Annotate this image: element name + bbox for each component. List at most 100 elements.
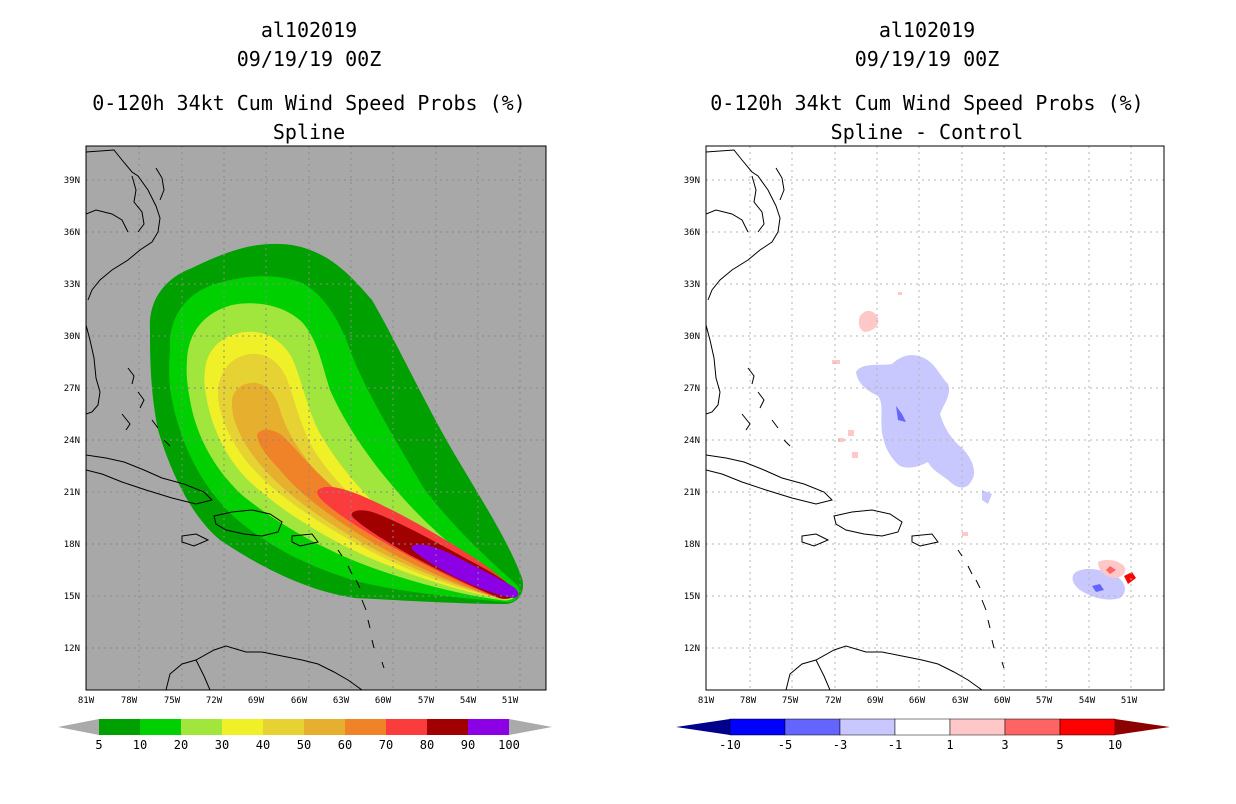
lon-tick-label: 66W xyxy=(291,696,308,706)
right-datetime: 09/19/19 00Z xyxy=(855,47,1000,71)
right-title: 0-120h 34kt Cum Wind Speed Probs (%) xyxy=(710,91,1143,115)
colorbar-label: 3 xyxy=(1001,738,1008,752)
lon-tick-label: 81W xyxy=(698,696,715,706)
lon-tick-label: 75W xyxy=(164,696,181,706)
colorbar-label: 1 xyxy=(946,738,953,752)
lon-tick-label: 69W xyxy=(248,696,265,706)
lon-tick-label: 54W xyxy=(1079,696,1096,706)
lon-tick-label: 72W xyxy=(206,696,223,706)
lon-tick-label: 57W xyxy=(418,696,435,706)
colorbar-swatch xyxy=(1005,719,1060,735)
lon-tick-label: 63W xyxy=(952,696,969,706)
left-map: 39N 36N 33N 30N 27N 24N 21N 18N 15N 12N … xyxy=(64,146,546,706)
lon-tick-label: 78W xyxy=(740,696,757,706)
lat-tick-label: 27N xyxy=(684,384,700,394)
lat-tick-label: 12N xyxy=(684,644,700,654)
colorbar-label: 10 xyxy=(133,738,147,752)
lat-tick-label: 18N xyxy=(64,540,80,550)
colorbar-label: 5 xyxy=(1056,738,1063,752)
right-map: 39N 36N 33N 30N 27N 24N 21N 18N 15N 12N … xyxy=(684,146,1164,706)
lon-tick-label: 54W xyxy=(460,696,477,706)
colorbar-label: 20 xyxy=(174,738,188,752)
colorbar-label: 100 xyxy=(498,738,520,752)
lat-tick-label: 33N xyxy=(64,280,80,290)
colorbar-swatch xyxy=(386,719,427,735)
left-panel: al102019 09/19/19 00Z 0-120h 34kt Cum Wi… xyxy=(58,18,552,752)
right-lon-ticks: 81W 78W 75W 72W 69W 66W 63W 60W 57W 54W … xyxy=(698,696,1138,706)
left-subtitle: Spline xyxy=(273,120,345,144)
left-datetime: 09/19/19 00Z xyxy=(237,47,382,71)
lat-tick-label: 36N xyxy=(684,228,700,238)
right-lat-ticks: 39N 36N 33N 30N 27N 24N 21N 18N 15N 12N xyxy=(684,176,700,654)
lon-tick-label: 57W xyxy=(1036,696,1053,706)
lon-tick-label: 75W xyxy=(782,696,799,706)
colorbar-labels: -10 -5 -3 -1 1 3 5 10 xyxy=(719,738,1122,752)
lon-tick-label: 60W xyxy=(994,696,1011,706)
lat-tick-label: 39N xyxy=(684,176,700,186)
lat-tick-label: 30N xyxy=(64,332,80,342)
colorbar-swatch xyxy=(785,719,840,735)
colorbar-swatch xyxy=(345,719,386,735)
colorbar-swatch xyxy=(730,719,785,735)
left-title: 0-120h 34kt Cum Wind Speed Probs (%) xyxy=(92,91,525,115)
left-lat-ticks: 39N 36N 33N 30N 27N 24N 21N 18N 15N 12N xyxy=(64,176,80,654)
lat-tick-label: 24N xyxy=(684,436,700,446)
colorbar-label: 60 xyxy=(338,738,352,752)
colorbar-label: 80 xyxy=(420,738,434,752)
colorbar-label: 5 xyxy=(95,738,102,752)
colorbar-swatch xyxy=(99,719,140,735)
lat-tick-label: 36N xyxy=(64,228,80,238)
lat-tick-label: 21N xyxy=(64,488,80,498)
colorbar-label: -1 xyxy=(888,738,902,752)
lon-tick-label: 51W xyxy=(1121,696,1138,706)
lat-tick-label: 15N xyxy=(684,592,700,602)
colorbar-over-triangle xyxy=(509,719,552,735)
right-panel: al102019 09/19/19 00Z 0-120h 34kt Cum Wi… xyxy=(676,18,1170,752)
colorbar-label: 50 xyxy=(297,738,311,752)
left-storm-id: al102019 xyxy=(261,18,357,42)
lat-tick-label: 15N xyxy=(64,592,80,602)
right-storm-id: al102019 xyxy=(879,18,975,42)
colorbar-swatch xyxy=(840,719,895,735)
lon-tick-label: 81W xyxy=(78,696,95,706)
lon-tick-label: 60W xyxy=(375,696,392,706)
colorbar-swatch xyxy=(263,719,304,735)
lon-tick-label: 69W xyxy=(867,696,884,706)
colorbar-over-triangle xyxy=(1115,719,1170,735)
lon-tick-label: 51W xyxy=(502,696,519,706)
colorbar-under-triangle xyxy=(58,719,99,735)
figure: al102019 09/19/19 00Z 0-120h 34kt Cum Wi… xyxy=(0,0,1236,800)
colorbar-labels: 5 10 20 30 40 50 60 70 80 90 100 xyxy=(95,738,519,752)
colorbar-label: 30 xyxy=(215,738,229,752)
right-colorbar: -10 -5 -3 -1 1 3 5 10 xyxy=(676,719,1170,752)
colorbar-swatch xyxy=(304,719,345,735)
lon-tick-label: 63W xyxy=(333,696,350,706)
lat-tick-label: 27N xyxy=(64,384,80,394)
lat-tick-label: 12N xyxy=(64,644,80,654)
colorbar-swatch xyxy=(181,719,222,735)
colorbar-label: 90 xyxy=(461,738,475,752)
left-lon-ticks: 81W 78W 75W 72W 69W 66W 63W 60W 57W 54W … xyxy=(78,696,519,706)
lat-tick-label: 24N xyxy=(64,436,80,446)
right-subtitle: Spline - Control xyxy=(831,120,1024,144)
colorbar-label: -3 xyxy=(833,738,847,752)
lat-tick-label: 33N xyxy=(684,280,700,290)
colorbar-swatch xyxy=(895,719,950,735)
colorbar-under-triangle xyxy=(676,719,730,735)
colorbar-swatch xyxy=(950,719,1005,735)
colorbar-label: -5 xyxy=(778,738,792,752)
left-colorbar: 5 10 20 30 40 50 60 70 80 90 100 xyxy=(58,719,552,752)
colorbar-label: 70 xyxy=(379,738,393,752)
colorbar-swatch xyxy=(1060,719,1115,735)
lon-tick-label: 78W xyxy=(121,696,138,706)
lat-tick-label: 39N xyxy=(64,176,80,186)
lon-tick-label: 72W xyxy=(825,696,842,706)
colorbar-swatch xyxy=(140,719,181,735)
colorbar-swatch xyxy=(427,719,468,735)
colorbar-label: -10 xyxy=(719,738,741,752)
lat-tick-label: 30N xyxy=(684,332,700,342)
colorbar-swatch xyxy=(468,719,509,735)
lon-tick-label: 66W xyxy=(909,696,926,706)
colorbar-label: 40 xyxy=(256,738,270,752)
colorbar-label: 10 xyxy=(1108,738,1122,752)
